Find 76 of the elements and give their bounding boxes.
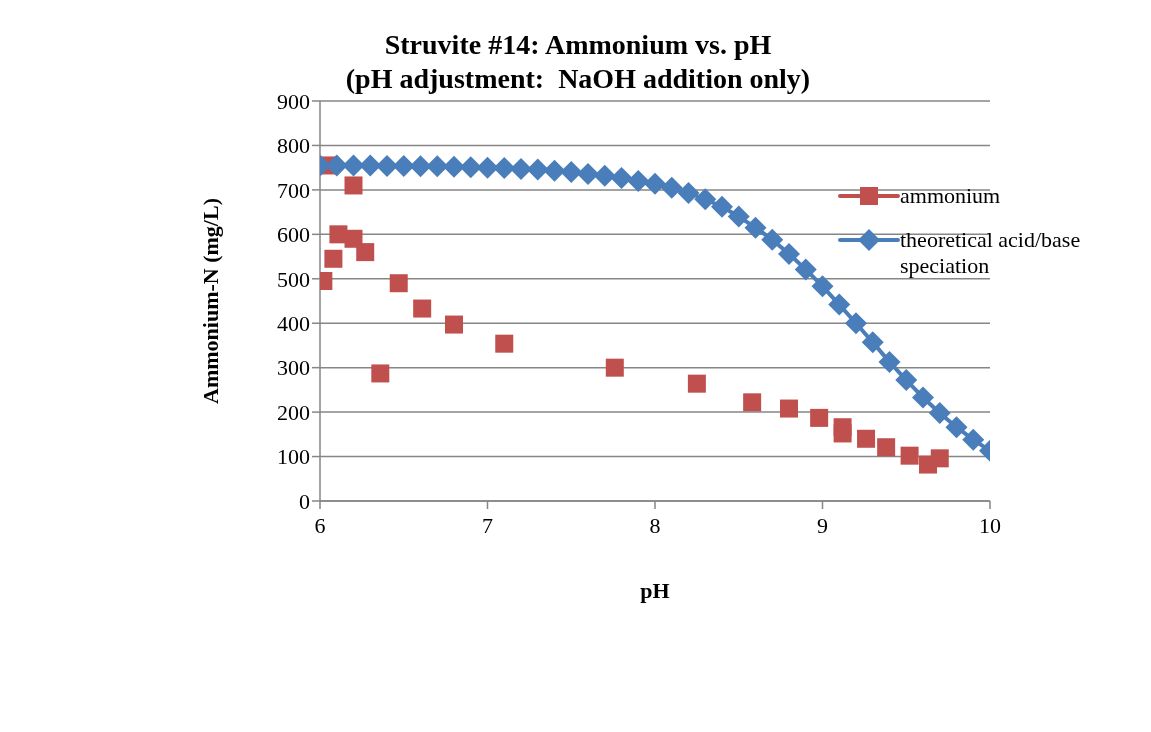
point	[711, 195, 733, 218]
point	[560, 161, 583, 184]
point	[443, 155, 465, 178]
point	[325, 154, 348, 177]
y-tick-label: 900	[277, 88, 310, 114]
point	[962, 428, 985, 451]
point	[845, 312, 867, 335]
point	[389, 274, 408, 293]
x-tick-label: 8	[649, 512, 661, 538]
point	[577, 162, 599, 185]
x-axis-title: pH	[640, 578, 670, 603]
point	[543, 159, 566, 182]
x-tick-label: 7	[482, 512, 493, 538]
point	[861, 331, 884, 354]
point	[694, 188, 717, 211]
point	[761, 228, 784, 251]
point	[476, 156, 499, 179]
point	[912, 386, 934, 409]
point	[493, 157, 516, 180]
y-tick-label: 200	[277, 399, 310, 425]
point	[928, 402, 951, 424]
point	[593, 164, 616, 187]
point	[526, 158, 549, 181]
y-tick-label: 0	[299, 488, 310, 514]
point	[392, 154, 415, 177]
y-tick-label: 600	[277, 222, 310, 248]
y-tick-label: 100	[277, 444, 310, 470]
point	[778, 242, 800, 265]
point	[344, 176, 363, 195]
chart-title: Struvite #14: Ammonium vs. pH (pH adjustment: NaOH addition only)	[345, 29, 811, 94]
point	[371, 364, 390, 383]
point	[895, 369, 918, 392]
point	[744, 216, 767, 239]
x-tick-label: 6	[314, 512, 326, 538]
point	[459, 156, 482, 179]
point	[857, 429, 876, 448]
point	[342, 154, 365, 177]
point	[833, 424, 852, 443]
point	[510, 158, 532, 180]
point	[324, 249, 343, 268]
point	[743, 393, 762, 412]
y-tick-label: 400	[277, 311, 310, 337]
point	[356, 243, 375, 262]
point	[878, 350, 901, 373]
point	[445, 315, 463, 334]
point	[610, 166, 633, 189]
point	[877, 438, 896, 457]
point	[677, 182, 700, 204]
point	[687, 374, 706, 393]
x-tick-label: 10	[979, 512, 1001, 538]
point	[376, 154, 398, 177]
point	[413, 299, 432, 318]
point	[727, 205, 750, 228]
point	[627, 170, 650, 192]
x-tick-label: 9	[817, 512, 828, 538]
legend-label: ammonium	[900, 183, 1001, 209]
y-tick-label: 800	[277, 133, 310, 159]
y-tick-label: 300	[277, 355, 310, 381]
point	[409, 155, 432, 178]
point	[329, 225, 348, 244]
point	[811, 275, 834, 298]
y-tick-label: 500	[277, 266, 310, 292]
point	[605, 358, 624, 377]
legend-label: theoretical acid/base speciation	[900, 227, 1082, 279]
point	[660, 176, 683, 199]
point	[644, 172, 666, 195]
point	[495, 334, 514, 353]
point	[930, 449, 949, 468]
point	[828, 293, 851, 316]
point	[900, 446, 919, 465]
point	[945, 416, 968, 439]
point	[794, 258, 817, 281]
point	[780, 399, 798, 418]
y-axis-title: Ammonium-N (mg/L)	[197, 198, 223, 404]
point	[810, 408, 829, 427]
y-tick-label: 700	[277, 177, 310, 203]
